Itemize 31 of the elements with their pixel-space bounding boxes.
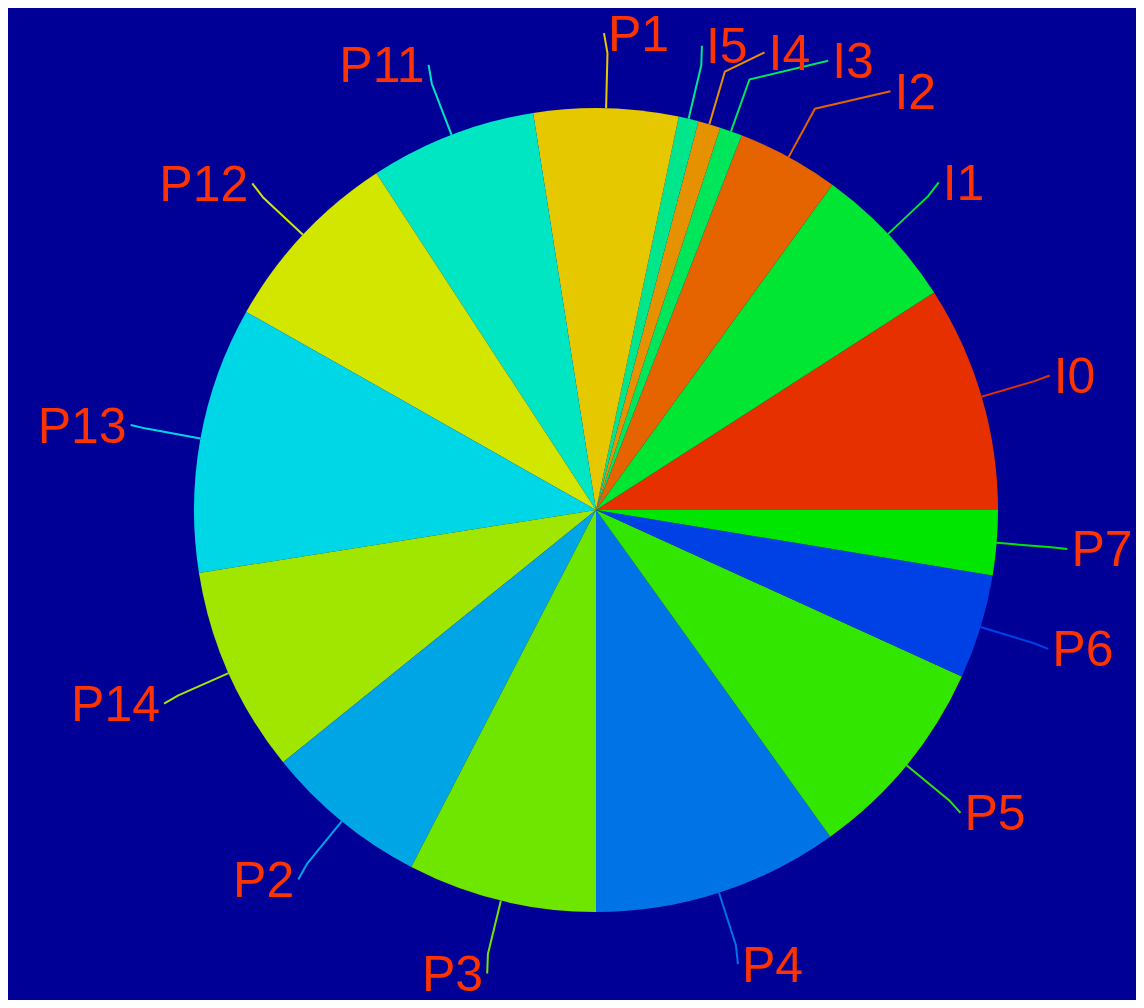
pie-slice xyxy=(376,112,596,510)
pie-slice xyxy=(533,108,679,510)
slice-label: P12 xyxy=(159,155,249,212)
slice-label: P1 xyxy=(607,5,670,62)
slice-label: I1 xyxy=(942,154,985,211)
pie-slice xyxy=(246,173,596,510)
pie-slice xyxy=(596,510,962,837)
slice-label: P7 xyxy=(1071,521,1133,578)
slice-label: P4 xyxy=(741,936,804,993)
slice-label: I5 xyxy=(705,18,748,75)
slice-label: I3 xyxy=(832,33,874,90)
slice-label: P3 xyxy=(422,945,484,1002)
pie-slice xyxy=(411,510,596,912)
slice-label: I0 xyxy=(1053,347,1096,404)
pie-slice xyxy=(596,135,833,510)
pie-slice xyxy=(198,510,596,763)
pie-slice xyxy=(596,127,742,510)
slice-label: P13 xyxy=(37,397,127,454)
slice-label: P11 xyxy=(339,37,425,94)
slice-label: P2 xyxy=(233,851,295,908)
slice-label: I4 xyxy=(768,24,811,81)
pie-slice xyxy=(194,311,596,573)
slice-label: P14 xyxy=(71,676,161,733)
slice-label: P5 xyxy=(964,785,1026,842)
pie-slice xyxy=(596,510,998,576)
pie-slice xyxy=(596,184,935,510)
slice-label: I2 xyxy=(894,63,937,120)
pie-slice xyxy=(596,292,998,510)
pie-slice xyxy=(596,510,993,677)
slice-label: P6 xyxy=(1052,621,1114,678)
pie-slice xyxy=(596,510,831,912)
